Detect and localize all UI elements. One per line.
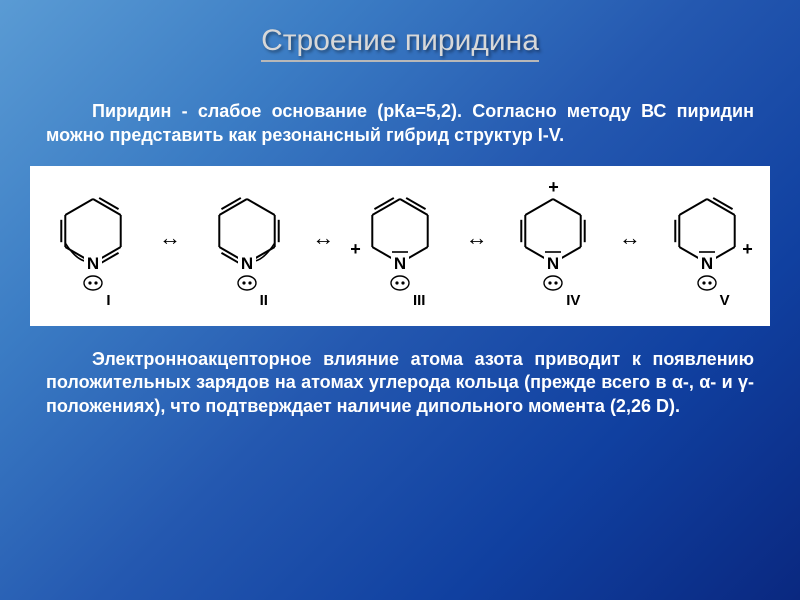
paragraph-2: Электронноакцепторное влияние атома азот…: [0, 348, 800, 419]
structure-label: V: [720, 292, 730, 309]
positive-charge: +: [742, 239, 753, 260]
resonance-arrow-icon: ↔: [159, 225, 181, 251]
resonance-structure: N+III: [355, 181, 445, 311]
resonance-arrow-icon: ↔: [466, 225, 488, 251]
svg-text:N: N: [700, 254, 712, 273]
resonance-arrow-icon: ↔: [619, 225, 641, 251]
positive-charge: +: [350, 239, 361, 260]
structure-label: I: [106, 292, 110, 309]
resonance-structure: N II: [202, 181, 292, 311]
structure-label: III: [413, 292, 426, 309]
resonance-diagram: NI↔NII↔N+III↔N+IV↔N+V: [30, 166, 770, 326]
structure-label: IV: [566, 292, 580, 309]
resonance-structure: NI: [48, 181, 138, 311]
svg-text:N: N: [394, 254, 406, 273]
resonance-structure: N+IV: [508, 181, 598, 311]
structure-label: II: [260, 292, 268, 309]
paragraph-1: Пиридин - слабое основание (рКа=5,2). Со…: [0, 100, 800, 148]
positive-charge: +: [548, 177, 559, 198]
svg-text:N: N: [87, 254, 99, 273]
svg-text:N: N: [547, 254, 559, 273]
resonance-structure: N + V: [662, 181, 752, 311]
resonance-arrow-icon: ↔: [312, 225, 334, 251]
slide-title: Строение пиридина: [261, 24, 539, 62]
svg-text:N: N: [241, 254, 253, 273]
